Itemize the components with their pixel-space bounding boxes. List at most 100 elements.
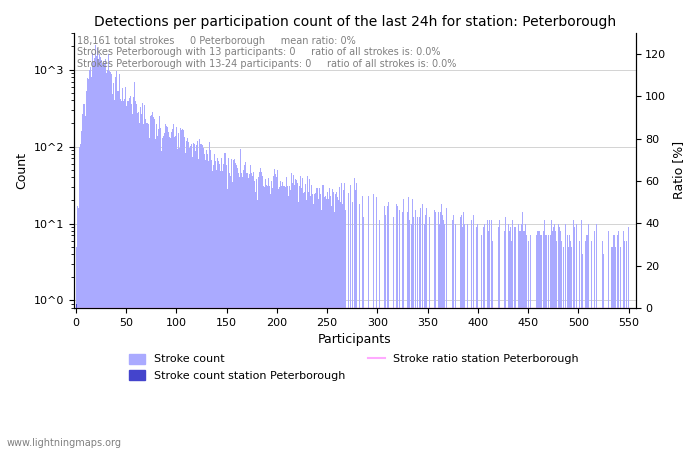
Bar	[200, 144, 201, 450]
Bar	[477, 224, 478, 450]
Bar	[160, 128, 161, 450]
Bar	[305, 184, 307, 450]
Bar	[379, 220, 380, 450]
Bar	[337, 200, 339, 450]
Bar	[403, 199, 404, 450]
Bar	[207, 154, 208, 450]
Bar	[296, 180, 297, 450]
Bar	[444, 224, 445, 450]
Bar	[180, 128, 181, 450]
Bar	[608, 231, 609, 450]
Bar	[558, 224, 559, 450]
Title: Detections per participation count of the last 24h for station: Peterborough: Detections per participation count of th…	[94, 15, 616, 29]
Bar	[256, 179, 257, 450]
Bar	[100, 57, 102, 450]
Bar	[248, 178, 249, 450]
Bar	[356, 183, 357, 450]
Bar	[129, 98, 130, 450]
Bar	[603, 254, 604, 450]
Bar	[438, 212, 439, 450]
Bar	[175, 136, 176, 450]
Bar	[218, 162, 219, 450]
Bar	[311, 196, 312, 450]
Bar	[576, 224, 577, 450]
Bar	[266, 184, 267, 450]
Bar	[328, 188, 330, 450]
Bar	[267, 186, 268, 450]
Bar	[195, 151, 196, 450]
Bar	[252, 176, 253, 450]
Bar	[238, 172, 239, 450]
X-axis label: Participants: Participants	[318, 333, 391, 346]
Bar	[203, 148, 204, 450]
Bar	[584, 241, 586, 450]
Bar	[573, 220, 574, 450]
Bar	[231, 159, 232, 450]
Bar	[298, 202, 300, 450]
Bar	[422, 204, 423, 450]
Bar	[446, 208, 447, 450]
Bar	[300, 176, 302, 450]
Bar	[77, 206, 78, 450]
Bar	[510, 227, 512, 450]
Bar	[396, 204, 397, 450]
Bar	[186, 141, 187, 450]
Bar	[197, 141, 198, 450]
Bar	[339, 187, 340, 450]
Bar	[596, 224, 597, 450]
Bar	[559, 227, 560, 450]
Bar	[172, 129, 173, 450]
Bar	[202, 144, 203, 450]
Bar	[196, 144, 197, 450]
Bar	[84, 104, 85, 450]
Bar	[80, 144, 81, 450]
Bar	[614, 235, 615, 450]
Bar	[542, 231, 544, 450]
Bar	[222, 171, 223, 450]
Bar	[201, 144, 202, 450]
Bar	[81, 131, 83, 450]
Bar	[323, 197, 325, 450]
Bar	[565, 224, 566, 450]
Bar	[309, 179, 311, 450]
Bar	[118, 74, 120, 450]
Bar	[551, 220, 552, 450]
Bar	[560, 231, 561, 450]
Bar	[173, 124, 174, 450]
Bar	[620, 247, 621, 450]
Bar	[245, 162, 246, 450]
Bar	[623, 231, 624, 450]
Bar	[155, 124, 157, 450]
Bar	[104, 63, 106, 450]
Bar	[93, 62, 95, 450]
Bar	[426, 208, 427, 450]
Bar	[242, 177, 243, 450]
Bar	[274, 169, 275, 450]
Bar	[187, 138, 188, 450]
Bar	[334, 212, 335, 450]
Bar	[219, 164, 220, 450]
Bar	[567, 235, 568, 450]
Bar	[131, 104, 132, 450]
Bar	[582, 254, 583, 450]
Bar	[303, 193, 304, 450]
Bar	[108, 54, 109, 450]
Bar	[553, 227, 554, 450]
Bar	[184, 137, 185, 450]
Bar	[393, 217, 394, 450]
Bar	[524, 224, 526, 450]
Bar	[86, 91, 88, 450]
Bar	[443, 220, 444, 450]
Bar	[234, 159, 235, 450]
Bar	[307, 176, 309, 450]
Bar	[191, 144, 192, 450]
Bar	[611, 247, 612, 450]
Bar	[229, 172, 230, 450]
Bar	[304, 192, 305, 450]
Bar	[460, 217, 461, 450]
Bar	[123, 99, 125, 450]
Bar	[351, 202, 353, 450]
Bar	[335, 192, 337, 450]
Bar	[439, 224, 440, 450]
Bar	[199, 140, 200, 450]
